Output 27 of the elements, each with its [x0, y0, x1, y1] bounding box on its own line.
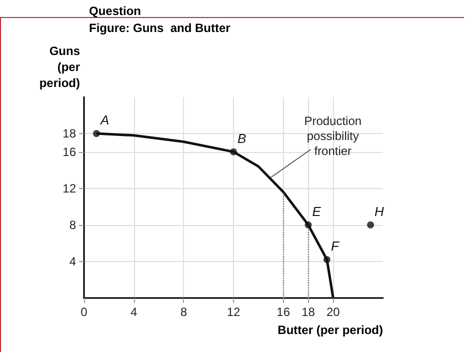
annotation: B — [238, 130, 246, 146]
y-tick-label: 8 — [69, 218, 76, 232]
annotation: H — [374, 204, 385, 219]
y-tick-label: 16 — [62, 144, 76, 159]
chart-title: Question — [89, 4, 142, 18]
y-tick-label: 4 — [69, 254, 76, 268]
point — [367, 221, 374, 228]
point — [230, 148, 237, 156]
annotation: E — [312, 204, 322, 219]
x-tick-label: 0 — [80, 305, 88, 319]
x-tick-label: 8 — [180, 305, 188, 319]
y-tick-label: 12 — [62, 181, 76, 196]
x-tick-label: 4 — [130, 305, 138, 319]
x-tick-label: 20 — [326, 305, 340, 319]
annotation: Production possibility frontier — [304, 114, 362, 158]
chart-subtitle: Figure: Guns and Butter — [89, 21, 231, 35]
y-axis-title: Guns (per period) — [39, 44, 80, 90]
x-tick-label: 16 — [276, 305, 290, 319]
annotation: F — [330, 238, 340, 254]
y-tick-label: 18 — [62, 126, 76, 141]
point — [304, 221, 312, 228]
point — [92, 130, 100, 138]
x-axis-title: Butter (per period) — [278, 323, 383, 337]
point — [323, 256, 330, 264]
x-tick-label: 18 — [302, 305, 316, 319]
annotation: A — [99, 112, 110, 128]
x-tick-label: 12 — [226, 305, 240, 319]
